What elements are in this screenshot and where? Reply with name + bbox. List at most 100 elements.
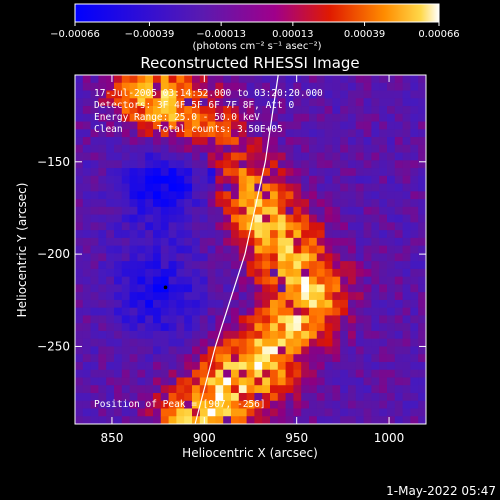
heatmap-cell	[285, 75, 294, 84]
heatmap-cell	[168, 245, 177, 254]
heatmap-cell	[90, 106, 99, 115]
heatmap-cell	[348, 369, 357, 379]
heatmap-cell	[168, 299, 177, 309]
heatmap-cell	[238, 354, 248, 363]
heatmap-cell	[309, 82, 318, 92]
heatmap-cell	[176, 315, 185, 324]
heatmap-cell	[121, 237, 131, 247]
heatmap-cell	[184, 338, 193, 348]
colorbar-tick-label: −0.00039	[125, 29, 175, 40]
heatmap-cell	[106, 330, 115, 340]
heatmap-cell	[82, 183, 92, 192]
heatmap-cell	[418, 330, 426, 340]
heatmap-cell	[332, 338, 341, 348]
heatmap-cell	[270, 245, 279, 254]
heatmap-cell	[355, 121, 365, 130]
heatmap-cell	[238, 222, 248, 231]
heatmap-cell	[176, 299, 185, 309]
heatmap-cell	[402, 361, 411, 371]
heatmap-cell	[192, 175, 201, 185]
heatmap-cell	[262, 175, 271, 185]
heatmap-cell	[262, 346, 271, 355]
heatmap-cell	[129, 400, 138, 410]
heatmap-cell	[207, 245, 216, 254]
heatmap-cell	[324, 408, 333, 417]
heatmap-cell	[145, 392, 154, 402]
heatmap-cell	[246, 292, 255, 301]
heatmap-cell	[379, 369, 388, 379]
heatmap-cell	[371, 361, 380, 371]
heatmap-cell	[231, 261, 240, 270]
heatmap-cell	[114, 354, 123, 363]
heatmap-cell	[254, 400, 263, 410]
heatmap-cell	[90, 268, 99, 278]
heatmap-cell	[121, 346, 131, 355]
heatmap-cell	[410, 369, 419, 379]
heatmap-cell	[332, 230, 341, 239]
heatmap-cell	[145, 237, 154, 247]
heatmap-cell	[199, 199, 209, 208]
heatmap-cell	[207, 121, 216, 130]
heatmap-cell	[238, 408, 248, 417]
heatmap-cell	[277, 354, 287, 363]
heatmap-cell	[184, 361, 193, 371]
heatmap-cell	[379, 183, 388, 192]
heatmap-cell	[340, 152, 349, 161]
heatmap-cell	[129, 183, 138, 192]
heatmap-cell	[254, 253, 263, 262]
heatmap-cell	[82, 253, 92, 262]
heatmap-cell	[160, 268, 170, 278]
heatmap-cell	[402, 175, 411, 185]
heatmap-cell	[371, 245, 380, 254]
heatmap-cell	[410, 377, 419, 386]
heatmap-cell	[176, 98, 185, 107]
heatmap-cell	[207, 299, 216, 309]
heatmap-cell	[254, 392, 263, 402]
heatmap-cell	[277, 152, 287, 161]
heatmap-cell	[231, 276, 240, 285]
heatmap-cell	[270, 400, 279, 410]
heatmap-cell	[387, 323, 396, 332]
heatmap-cell	[379, 121, 388, 130]
heatmap-cell	[199, 90, 209, 99]
heatmap-cell	[293, 400, 302, 410]
heatmap-cell	[285, 121, 294, 130]
heatmap-cell	[379, 113, 388, 123]
heatmap-cell	[231, 253, 240, 262]
heatmap-cell	[246, 129, 255, 138]
heatmap-cell	[316, 408, 326, 417]
heatmap-cell	[106, 121, 115, 130]
heatmap-cell	[379, 245, 388, 254]
heatmap-cell	[379, 408, 388, 417]
heatmap-cell	[145, 82, 154, 92]
heatmap-cell	[145, 137, 154, 146]
heatmap-cell	[254, 330, 263, 340]
heatmap-cell	[145, 106, 154, 115]
heatmap-cell	[387, 261, 396, 270]
heatmap-cell	[285, 253, 294, 262]
heatmap-cell	[121, 230, 131, 239]
heatmap-cell	[262, 129, 271, 138]
heatmap-cell	[387, 330, 396, 340]
heatmap-cell	[410, 354, 419, 363]
heatmap-cell	[215, 245, 224, 254]
heatmap-cell	[215, 292, 224, 301]
heatmap-cell	[262, 385, 271, 394]
heatmap-cell	[176, 90, 185, 99]
heatmap-cell	[379, 361, 388, 371]
heatmap-cell	[223, 75, 232, 84]
heatmap-cell	[98, 222, 107, 231]
heatmap-cell	[293, 253, 302, 262]
heatmap-cell	[238, 75, 248, 84]
heatmap-cell	[137, 377, 146, 386]
heatmap-cell	[324, 214, 333, 223]
heatmap-cell	[129, 416, 138, 424]
heatmap-cell	[192, 400, 201, 410]
heatmap-cell	[98, 90, 107, 99]
heatmap-cell	[129, 408, 138, 417]
heatmap-cell	[355, 106, 365, 115]
heatmap-cell	[137, 183, 146, 192]
heatmap-cell	[262, 268, 271, 278]
heatmap-cell	[340, 75, 349, 84]
heatmap-cell	[215, 175, 224, 185]
